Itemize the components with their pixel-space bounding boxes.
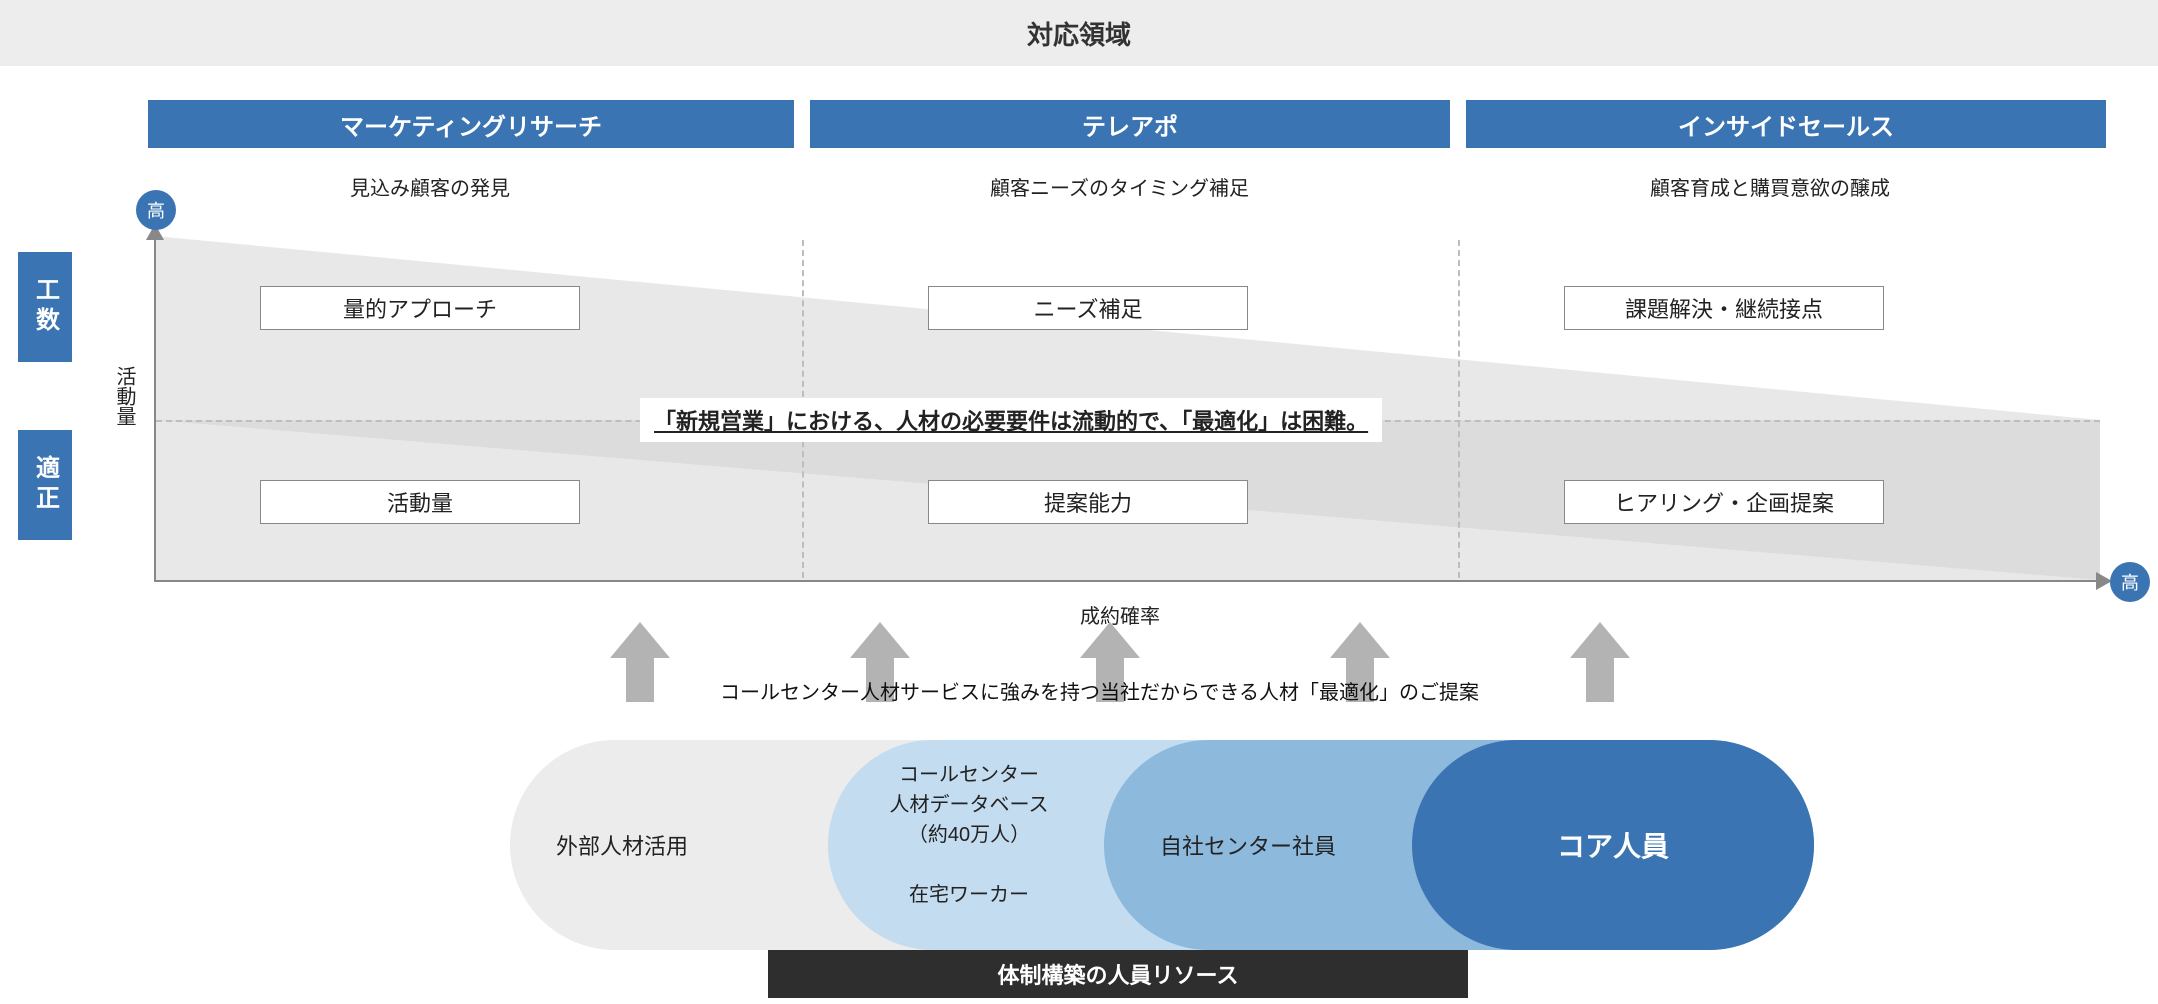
box-bot-1-text: 提案能力 bbox=[1044, 486, 1132, 518]
col-header-0: マーケティングリサーチ bbox=[148, 100, 794, 148]
box-top-1: ニーズ補足 bbox=[928, 286, 1248, 330]
box-bot-0: 活動量 bbox=[260, 480, 580, 524]
mid-line-2: （約40万人） bbox=[908, 824, 1030, 846]
box-bot-0-text: 活動量 bbox=[387, 486, 453, 518]
mid-line-0: コールセンター bbox=[899, 764, 1039, 786]
side-label-fit: 適正 bbox=[18, 430, 72, 540]
mid-line-1: 人材データベース bbox=[890, 794, 1049, 816]
arrow-up-4 bbox=[1570, 622, 1630, 702]
y-axis-line bbox=[154, 236, 156, 580]
box-top-2-text: 課題解決・継続接点 bbox=[1625, 292, 1823, 324]
mid-callout: 「新規営業」における、人材の必要要件は流動的で、「最適化」は困難。 bbox=[640, 398, 1382, 442]
box-bot-1: 提案能力 bbox=[928, 480, 1248, 524]
box-top-0-text: 量的アプローチ bbox=[343, 292, 497, 324]
resource-caption-text: 体制構築の人員リソース bbox=[998, 958, 1239, 990]
arrow-up-0 bbox=[610, 622, 670, 702]
side-label-fit-text: 適正 bbox=[28, 455, 63, 515]
ellipse-outer-label: 外部人材活用 bbox=[556, 829, 688, 861]
title-text: 対応領域 bbox=[1027, 15, 1131, 52]
side-label-effort: 工数 bbox=[18, 252, 72, 362]
col-header-1-text: テレアポ bbox=[1082, 107, 1178, 142]
ellipse-core-label: コア人員 bbox=[1557, 825, 1669, 865]
mid-callout-text: 「新規営業」における、人材の必要要件は流動的で、「最適化」は困難。 bbox=[654, 409, 1368, 434]
title-bar: 対応領域 bbox=[0, 0, 2158, 66]
proposal-text: コールセンター人材サービスに強みを持つ当社だからできる人材「最適化」のご提案 bbox=[720, 676, 1479, 705]
col-header-1: テレアポ bbox=[810, 100, 1450, 148]
box-bot-2: ヒアリング・企画提案 bbox=[1564, 480, 1884, 524]
y-axis-badge-text: 高 bbox=[147, 197, 165, 223]
col-sub-0: 見込み顧客の発見 bbox=[350, 172, 510, 201]
resource-caption: 体制構築の人員リソース bbox=[768, 950, 1468, 998]
mid-line-4: 在宅ワーカー bbox=[909, 884, 1029, 906]
col-header-0-text: マーケティングリサーチ bbox=[340, 107, 602, 142]
y-axis-badge: 高 bbox=[136, 190, 176, 230]
y-axis-label: 活動量 bbox=[110, 366, 139, 426]
ellipse-mid-text: コールセンター 人材データベース （約40万人） 在宅ワーカー bbox=[854, 760, 1084, 910]
side-label-effort-text: 工数 bbox=[28, 277, 63, 337]
col-header-2-text: インサイドセールス bbox=[1678, 107, 1894, 142]
col-sub-1: 顧客ニーズのタイミング補足 bbox=[990, 172, 1249, 201]
ellipse-inner-label: 自社センター社員 bbox=[1160, 829, 1336, 861]
ellipse-core: コア人員 bbox=[1412, 740, 1814, 950]
col-sub-2: 顧客育成と購買意欲の醸成 bbox=[1650, 172, 1890, 201]
box-top-2: 課題解決・継続接点 bbox=[1564, 286, 1884, 330]
col-header-2: インサイドセールス bbox=[1466, 100, 2106, 148]
x-axis-badge: 高 bbox=[2110, 562, 2150, 602]
x-axis-badge-text: 高 bbox=[2121, 569, 2139, 595]
dashed-vert-2 bbox=[1458, 240, 1460, 578]
box-bot-2-text: ヒアリング・企画提案 bbox=[1614, 486, 1834, 518]
box-top-0: 量的アプローチ bbox=[260, 286, 580, 330]
x-axis-line bbox=[154, 580, 2100, 582]
box-top-1-text: ニーズ補足 bbox=[1034, 292, 1143, 324]
